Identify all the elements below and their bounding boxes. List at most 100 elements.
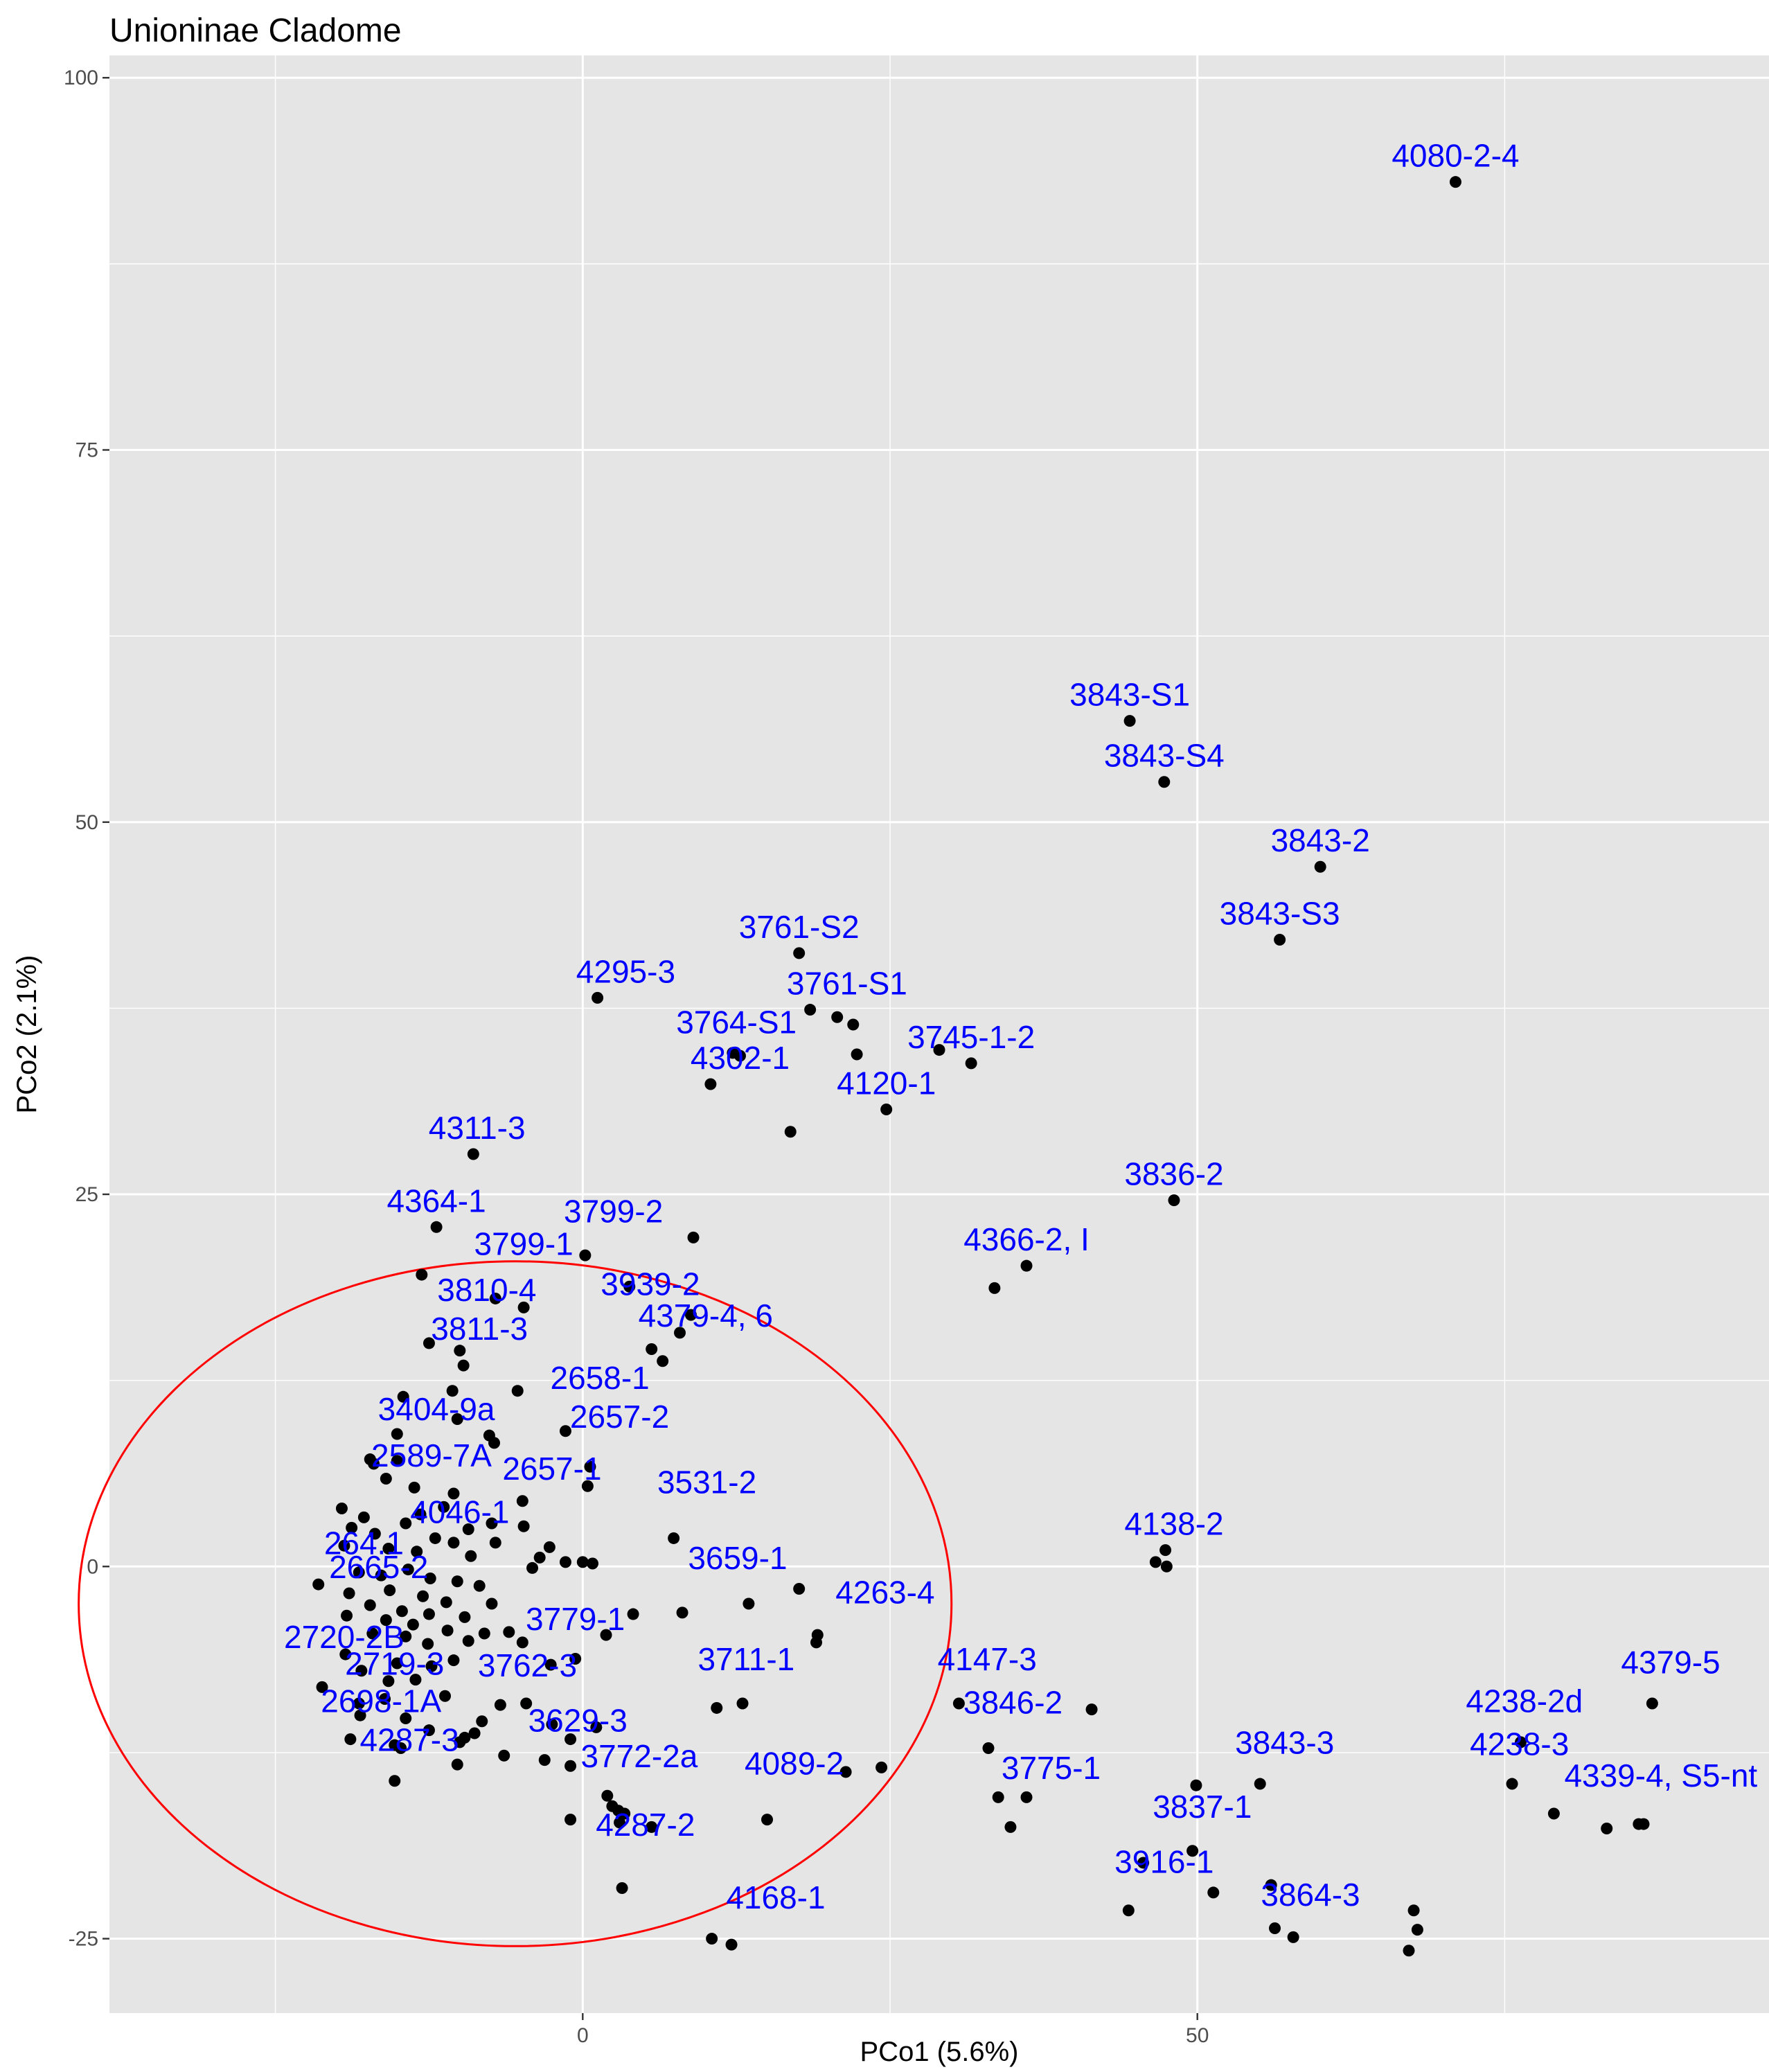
data-point bbox=[380, 1472, 392, 1485]
data-point bbox=[590, 1721, 603, 1733]
point-label: 3531-2 bbox=[657, 1464, 756, 1500]
data-point bbox=[391, 1455, 403, 1467]
data-point bbox=[687, 1231, 700, 1243]
data-point bbox=[339, 1648, 352, 1661]
data-point bbox=[312, 1578, 325, 1591]
data-point bbox=[354, 1709, 366, 1721]
point-label: 2657-2 bbox=[570, 1399, 669, 1435]
data-point bbox=[646, 1821, 658, 1833]
data-point bbox=[489, 1292, 501, 1304]
data-point bbox=[429, 1532, 441, 1544]
data-point bbox=[1411, 1924, 1423, 1936]
data-point bbox=[441, 1624, 454, 1637]
data-point bbox=[569, 1653, 582, 1665]
point-label: 3811-3 bbox=[431, 1311, 528, 1347]
minor-gridlines bbox=[109, 55, 1769, 2013]
data-point bbox=[422, 1638, 434, 1650]
point-label: 3659-1 bbox=[688, 1540, 787, 1576]
data-point bbox=[375, 1569, 387, 1582]
data-point bbox=[476, 1715, 488, 1728]
data-point bbox=[516, 1636, 528, 1649]
data-point bbox=[704, 1078, 717, 1090]
data-point bbox=[543, 1541, 555, 1553]
data-point bbox=[831, 1011, 844, 1023]
data-point bbox=[1637, 1818, 1650, 1830]
point-label: 2658-1 bbox=[551, 1360, 650, 1396]
major-gridlines bbox=[109, 55, 1769, 2013]
point-label: 4295-3 bbox=[576, 953, 675, 989]
point-label: 4080-2-4 bbox=[1392, 138, 1519, 174]
ellipse-outline bbox=[78, 1260, 953, 1947]
data-point bbox=[576, 1556, 589, 1568]
data-point bbox=[793, 1583, 806, 1595]
data-point bbox=[402, 1564, 414, 1576]
data-point bbox=[424, 1572, 436, 1584]
data-point bbox=[411, 1546, 423, 1558]
y-tick-label: 75 bbox=[75, 439, 98, 461]
data-point bbox=[447, 1654, 460, 1667]
data-point bbox=[784, 1126, 797, 1138]
data-point bbox=[425, 1660, 438, 1672]
confidence-ellipse bbox=[78, 1260, 953, 1947]
point-label: 2589-7A bbox=[371, 1437, 492, 1473]
x-axis: 0 50 bbox=[577, 2013, 1209, 2047]
point-label: 3837-1 bbox=[1153, 1789, 1252, 1825]
point-label: 4379-5 bbox=[1621, 1645, 1720, 1681]
data-point bbox=[414, 1508, 427, 1521]
data-point bbox=[454, 1736, 466, 1748]
point-label: 3764-S1 bbox=[676, 1004, 797, 1040]
point-label: 4287-3 bbox=[359, 1721, 459, 1757]
data-point bbox=[454, 1345, 466, 1357]
data-point bbox=[565, 1733, 577, 1746]
data-point bbox=[486, 1517, 498, 1530]
point-label: 3761-S1 bbox=[787, 966, 907, 1002]
data-point bbox=[467, 1148, 479, 1160]
data-point bbox=[1274, 934, 1286, 946]
point-label: 3799-2 bbox=[564, 1193, 663, 1229]
data-point bbox=[676, 1606, 688, 1619]
data-point bbox=[459, 1611, 471, 1623]
data-point bbox=[462, 1523, 474, 1536]
point-label: 3843-S1 bbox=[1069, 677, 1190, 713]
data-point bbox=[1004, 1821, 1017, 1833]
data-point bbox=[1186, 1845, 1199, 1857]
point-label: 3843-S3 bbox=[1220, 896, 1340, 932]
x-tick-label: 0 bbox=[577, 2024, 589, 2047]
point-label: 2719-3 bbox=[345, 1646, 444, 1682]
data-point bbox=[1265, 1879, 1277, 1891]
point-label: 3775-1 bbox=[1002, 1750, 1101, 1786]
data-point bbox=[734, 1050, 746, 1062]
point-label: 2720-2B bbox=[284, 1619, 405, 1655]
data-point bbox=[400, 1712, 412, 1724]
data-point bbox=[804, 1004, 817, 1016]
data-point bbox=[1403, 1945, 1415, 1957]
data-point bbox=[520, 1697, 533, 1710]
data-point bbox=[1269, 1922, 1281, 1935]
point-label: 4287-2 bbox=[596, 1807, 695, 1843]
y-axis: -25 0 25 50 75 100 bbox=[64, 67, 109, 1951]
data-point bbox=[368, 1458, 380, 1470]
data-point bbox=[674, 1327, 686, 1339]
data-point bbox=[1287, 1931, 1299, 1943]
data-point bbox=[1149, 1556, 1162, 1568]
point-label: 4168-1 bbox=[726, 1879, 825, 1915]
y-tick-label: 25 bbox=[75, 1183, 98, 1206]
y-axis-title: PCo2 (2.1%) bbox=[12, 955, 42, 1114]
point-label: 4147-3 bbox=[938, 1641, 1037, 1677]
data-point bbox=[407, 1618, 419, 1631]
data-point bbox=[1085, 1703, 1098, 1716]
data-point bbox=[565, 1814, 577, 1826]
data-point bbox=[391, 1657, 403, 1670]
point-label: 4364-1 bbox=[386, 1183, 486, 1219]
point-label: 4339-4, S5-nt bbox=[1564, 1757, 1757, 1794]
point-label: 3761-S2 bbox=[739, 909, 860, 945]
data-point bbox=[839, 1766, 852, 1778]
data-point bbox=[559, 1556, 571, 1568]
data-point bbox=[1137, 1857, 1150, 1869]
data-point bbox=[494, 1699, 506, 1711]
data-point bbox=[584, 1460, 596, 1473]
data-point bbox=[517, 1520, 530, 1532]
data-point bbox=[423, 1337, 435, 1349]
data-point bbox=[1506, 1778, 1518, 1790]
data-point bbox=[439, 1690, 452, 1702]
